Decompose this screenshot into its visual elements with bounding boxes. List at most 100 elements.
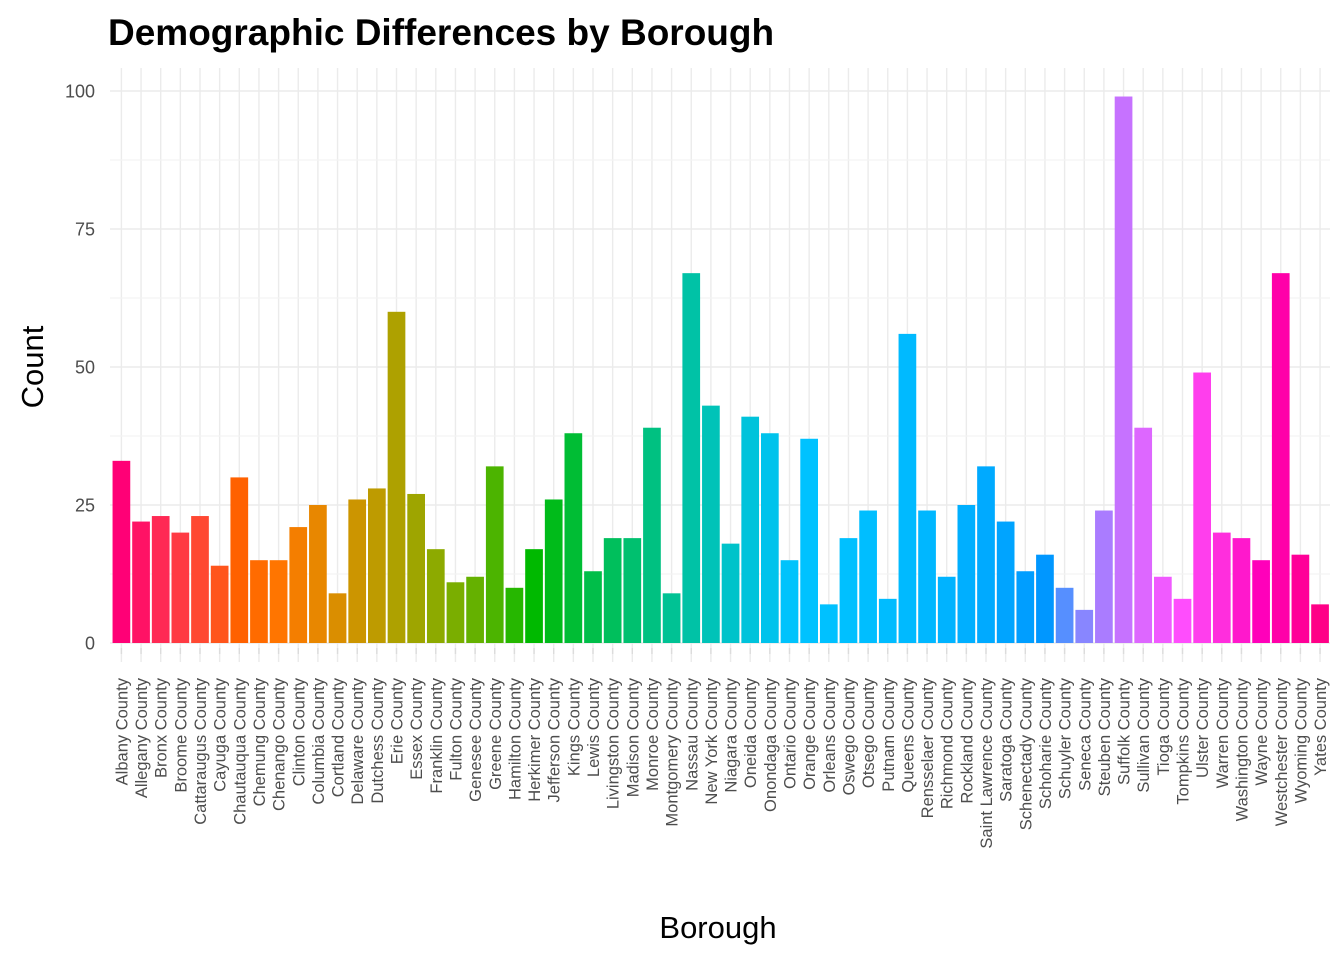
bar [780, 560, 799, 643]
bar [544, 499, 563, 643]
x-tick-label: Columbia County [310, 677, 328, 804]
x-tick-label: Niagara County [723, 677, 741, 792]
bar [1173, 598, 1192, 643]
x-tick-label: Queens County [899, 677, 917, 792]
x-tick-label: Delaware County [349, 677, 367, 804]
bar [682, 273, 701, 643]
x-tick-label: Genesee County [467, 677, 485, 802]
x-tick-label: Chautauqua County [231, 677, 249, 825]
bar [250, 560, 268, 643]
x-tick-label: Wyoming County [1292, 677, 1310, 803]
x-tick-label: Saint Lawrence County [978, 677, 996, 848]
x-tick-label: Seneca County [1076, 677, 1094, 791]
x-axis-title: Borough [659, 910, 776, 945]
x-tick-label: Tompkins County [1175, 677, 1193, 804]
x-tick-label: Dutchess County [369, 677, 387, 803]
x-tick-label: Orleans County [821, 677, 839, 792]
x-tick-label: Otsego County [860, 677, 878, 788]
bar [230, 477, 249, 643]
x-tick-label: Cortland County [330, 677, 348, 797]
bar [387, 311, 406, 643]
bar [112, 460, 131, 643]
bar [564, 433, 583, 643]
bar [1232, 538, 1251, 643]
bar [918, 510, 936, 643]
bar [1075, 609, 1094, 643]
x-tick-label: Ontario County [782, 677, 800, 789]
x-tick-label: Tioga County [1155, 677, 1173, 775]
x-tick-label: Richmond County [939, 677, 957, 809]
x-tick-label: Madison County [624, 677, 642, 797]
bar [1311, 604, 1329, 643]
bar [210, 565, 229, 643]
bar [525, 549, 543, 643]
bar [446, 582, 465, 643]
bar [1252, 560, 1270, 643]
bar [977, 466, 995, 643]
bar [878, 598, 897, 643]
x-tick-label: Steuben County [1096, 677, 1114, 796]
bar [1212, 532, 1231, 643]
bar [800, 438, 818, 643]
y-tick-label: 75 [75, 220, 95, 240]
bar [309, 505, 327, 643]
x-tick-label: Essex County [408, 677, 426, 780]
bar [426, 549, 445, 643]
y-tick-label: 100 [65, 82, 95, 102]
x-tick-label: Broome County [172, 677, 190, 792]
bar [1154, 576, 1172, 643]
bar [505, 587, 524, 643]
bar [328, 593, 347, 643]
bar [937, 576, 956, 643]
bar [1193, 372, 1211, 643]
bar [1291, 554, 1310, 643]
bar [957, 505, 976, 643]
bar [996, 521, 1015, 643]
x-tick-label: Albany County [113, 677, 131, 785]
x-tick-label: Chenango County [271, 677, 289, 811]
bar [643, 427, 661, 643]
bar [1114, 96, 1133, 643]
x-tick-label: Schoharie County [1037, 677, 1055, 809]
x-tick-label: Washington County [1233, 677, 1251, 821]
x-tick-label: New York County [703, 677, 721, 804]
x-tick-label: Warren County [1214, 677, 1232, 788]
bar [603, 538, 622, 643]
bar [839, 538, 858, 643]
x-tick-label: Bronx County [153, 677, 171, 778]
x-tick-label: Chemung County [251, 677, 269, 806]
bars [112, 96, 1329, 643]
x-tick-label: Monroe County [644, 677, 662, 791]
y-tick-label: 50 [75, 358, 95, 378]
x-tick-label: Sullivan County [1135, 677, 1153, 792]
x-axis-ticks: Albany County Allegany County Bronx County… [113, 648, 1330, 849]
x-tick-label: Cayuga County [212, 677, 230, 791]
bar [1271, 273, 1290, 643]
bar [721, 543, 740, 643]
x-tick-label: Fulton County [447, 677, 465, 780]
x-tick-label: Kings County [565, 677, 583, 776]
x-tick-label: Lewis County [585, 677, 603, 777]
x-tick-label: Oswego County [840, 677, 858, 795]
bar [348, 499, 367, 643]
bar [898, 333, 917, 643]
x-tick-label: Cattaraugus County [192, 677, 210, 825]
x-tick-label: Hamilton County [506, 677, 524, 800]
x-tick-label: Franklin County [428, 677, 446, 793]
bar [662, 593, 681, 643]
bar [1095, 510, 1113, 643]
x-tick-label: Herkimer County [526, 677, 544, 802]
x-tick-label: Saratoga County [998, 677, 1016, 802]
bar [191, 516, 209, 643]
x-tick-label: Schenectady County [1017, 677, 1035, 830]
bar [819, 604, 838, 643]
x-tick-label: Yates County [1312, 677, 1330, 776]
x-tick-label: Wayne County [1253, 677, 1271, 785]
x-tick-label: Livingston County [605, 677, 623, 809]
bar [1134, 427, 1153, 643]
x-tick-label: Ulster County [1194, 677, 1212, 778]
bar [761, 433, 779, 643]
x-tick-label: Putnam County [880, 677, 898, 791]
y-axis-title: Count [15, 325, 50, 408]
bar [623, 538, 642, 643]
